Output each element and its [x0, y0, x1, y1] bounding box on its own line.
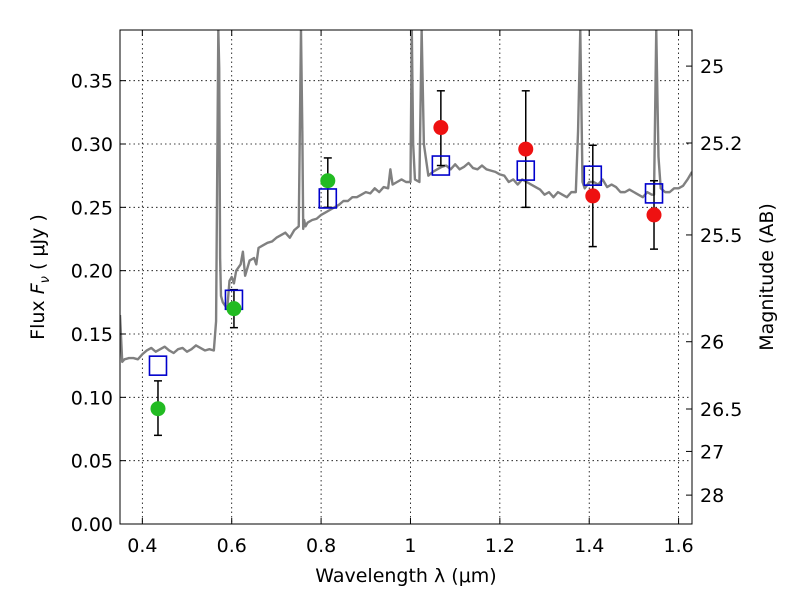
- y-axis-label-prefix: Flux: [27, 294, 49, 340]
- observed-point: [518, 141, 534, 157]
- y-axis-label: Flux Fν ( μJy ): [27, 214, 53, 340]
- x-tick-label: 1: [404, 535, 416, 557]
- y2-tick-label: 25: [700, 56, 724, 78]
- spectrum-line: [120, 30, 692, 364]
- observed-point: [646, 207, 662, 223]
- y-axis-label-subscript: ν: [38, 276, 53, 283]
- y-axis-label-suffix: ( μJy ): [27, 214, 49, 276]
- model-square-marker: [431, 155, 451, 176]
- model-square-marker: [148, 355, 168, 376]
- x-tick-label: 0.6: [217, 535, 247, 557]
- y2-axis-label: Magnitude (AB): [756, 203, 778, 351]
- observed-point: [585, 188, 601, 204]
- x-tick-label: 0.4: [127, 535, 157, 557]
- y-tick-label: 0.05: [71, 451, 113, 473]
- template-spectrum: [120, 30, 692, 364]
- y-axis-label-symbol: F: [27, 282, 49, 294]
- data-markers: [148, 120, 664, 417]
- observed-point: [226, 301, 242, 317]
- model-square-marker: [318, 188, 338, 209]
- x-tick-label: 1.6: [663, 535, 693, 557]
- y2-tick-label: 25.5: [700, 225, 742, 247]
- y-tick-label: 0.25: [71, 197, 113, 219]
- grid: [120, 30, 692, 525]
- model-square-marker: [644, 183, 664, 204]
- y-tick-label: 0.00: [71, 514, 113, 536]
- x-axis-label: Wavelength λ (μm): [315, 565, 496, 587]
- observed-point: [150, 401, 166, 417]
- x-tick-label: 1.4: [574, 535, 604, 557]
- y2-tick-label: 26.5: [700, 399, 742, 421]
- y-tick-label: 0.20: [71, 261, 113, 283]
- y2-tick-label: 28: [700, 485, 724, 507]
- y-tick-label: 0.15: [71, 324, 113, 346]
- axis-ticks: 0.4 0.6 0.8 1 1.2 1.4 1.6 0.00 0.05 0.10 0.15 0.20 0…: [71, 30, 742, 557]
- x-tick-label: 0.8: [306, 535, 336, 557]
- plot-frame: [119, 29, 693, 525]
- y-tick-label: 0.10: [71, 387, 113, 409]
- y2-tick-label: 27: [700, 441, 724, 463]
- y-tick-label: 0.30: [71, 134, 113, 156]
- observed-point: [433, 120, 449, 136]
- y2-tick-label: 25.2: [700, 133, 742, 155]
- x-tick-label: 1.2: [485, 535, 515, 557]
- model-square-marker: [583, 165, 603, 186]
- observed-point: [320, 173, 336, 189]
- y-tick-label: 0.35: [71, 71, 113, 93]
- y2-tick-label: 26: [700, 332, 724, 354]
- model-square-marker: [516, 160, 536, 181]
